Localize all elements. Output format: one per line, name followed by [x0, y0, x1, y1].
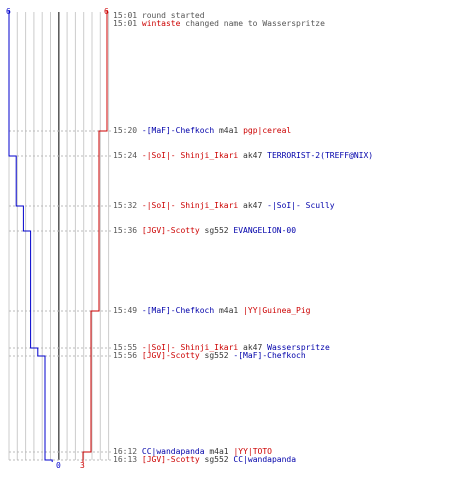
weapon-name: ak47 — [238, 201, 268, 210]
log-row: 15:24 -|SoI|- Shinji_Ikari ak47 TERRORIS… — [113, 151, 373, 161]
log-timestamp: 16:13 — [113, 455, 142, 464]
log-message: round started — [141, 11, 205, 20]
blue-start-score: 6 — [6, 7, 11, 16]
log-row: 16:13 [JGV]-Scotty sg552 CC|wandapanda — [113, 455, 296, 465]
blue-end-score: 0 — [56, 461, 61, 470]
player-name: TERRORIST-2(TREFF@NIX) — [267, 151, 374, 160]
blue-team-score-line — [8, 10, 53, 462]
player-name: [JGV]-Scotty — [141, 455, 200, 464]
log-timestamp: 15:55 — [113, 343, 142, 352]
log-row: 15:56 [JGV]-Scotty sg552 -[MaF]-Chefkoch — [113, 351, 306, 361]
log-timestamp: 15:49 — [113, 306, 142, 315]
player-name: |YY|Guinea_Pig — [243, 306, 311, 315]
player-name: -[MaF]-Chefkoch — [233, 351, 306, 360]
log-row: 15:20 -[MaF]-Chefkoch m4a1 pgp|cereal — [113, 126, 291, 136]
weapon-name: ak47 — [238, 151, 268, 160]
player-name: CC|wandapanda — [141, 447, 205, 456]
log-row: 15:32 -|SoI|- Shinji_Ikari ak47 -|SoI|- … — [113, 201, 335, 211]
player-name: pgp|cereal — [243, 126, 292, 135]
log-timestamp: 15:56 — [113, 351, 142, 360]
player-name: -|SoI|- Scully — [267, 201, 335, 210]
log-message: changed name to Wasserspritze — [180, 19, 325, 28]
grid-lines — [8, 12, 110, 460]
player-name: -[MaF]-Chefkoch — [141, 126, 215, 135]
player-name: wintaste — [141, 19, 181, 28]
weapon-name: sg552 — [199, 226, 234, 235]
log-timestamp: 16:12 — [113, 447, 142, 456]
log-row: 15:49 -[MaF]-Chefkoch m4a1 |YY|Guinea_Pi… — [113, 306, 311, 316]
weapon-name: sg552 — [199, 455, 234, 464]
weapon-name: m4a1 — [214, 126, 244, 135]
weapon-name: ak47 — [238, 343, 268, 352]
player-name: -|SoI|- Shinji_Ikari — [141, 201, 239, 210]
player-name: Wasserspritze — [267, 343, 330, 352]
log-row: 15:01 wintaste changed name to Wasserspr… — [113, 19, 325, 29]
log-row: 15:36 [JGV]-Scotty sg552 EVANGELION-00 — [113, 226, 296, 236]
player-name: CC|wandapanda — [233, 455, 297, 464]
log-timestamp: 15:36 — [113, 226, 142, 235]
player-name: |YY|TOTO — [233, 447, 272, 456]
player-name: -|SoI|- Shinji_Ikari — [141, 343, 239, 352]
player-name: [JGV]-Scotty — [141, 226, 200, 235]
red-end-score: 3 — [80, 461, 85, 470]
weapon-name: sg552 — [199, 351, 234, 360]
log-timestamp: 15:24 — [113, 151, 142, 160]
log-timestamp: 15:20 — [113, 126, 142, 135]
log-timestamp: 15:32 — [113, 201, 142, 210]
log-timestamp: 15:01 — [113, 19, 142, 28]
log-timestamp: 15:01 — [113, 11, 142, 20]
red-team-score-line — [82, 10, 108, 462]
log-row: 15:01 round started — [113, 11, 205, 21]
red-start-score: 6 — [104, 7, 109, 16]
player-name: EVANGELION-00 — [233, 226, 297, 235]
log-row: 16:12 CC|wandapanda m4a1 |YY|TOTO — [113, 447, 272, 457]
weapon-name: m4a1 — [204, 447, 234, 456]
player-name: -|SoI|- Shinji_Ikari — [141, 151, 239, 160]
log-row: 15:55 -|SoI|- Shinji_Ikari ak47 Wassersp… — [113, 343, 330, 353]
weapon-name: m4a1 — [214, 306, 244, 315]
player-name: -[MaF]-Chefkoch — [141, 306, 215, 315]
player-name: [JGV]-Scotty — [141, 351, 200, 360]
